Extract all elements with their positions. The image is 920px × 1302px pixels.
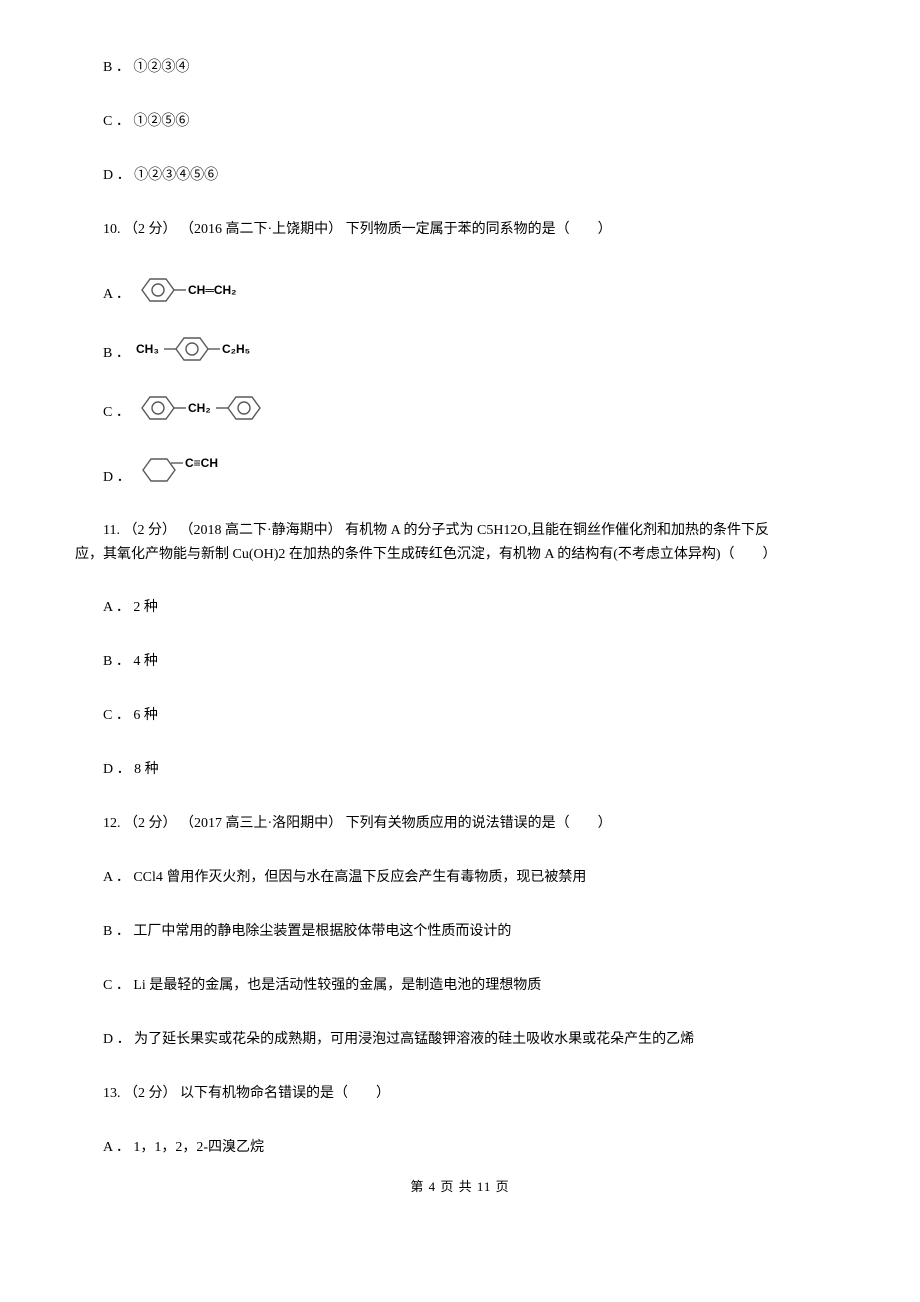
q10-option-a: A ． CH═CH₂ [103, 273, 845, 307]
q11-stem-line2: 应，其氧化产物能与新制 Cu(OH)2 在加热的条件下生成砖红色沉淀，有机物 A… [75, 541, 845, 569]
q13-option-a: A ． 1，1，2，2-四溴乙烷 [103, 1137, 845, 1158]
q11-option-b: B ． 4 种 [75, 651, 845, 672]
q11-stem-line1: 11. （2 分） （2018 高二下·静海期中） 有机物 A 的分子式为 C5… [75, 520, 845, 541]
q12-option-c: C ． Li 是最轻的金属，也是活动性较强的金属，是制造电池的理想物质 [75, 975, 845, 996]
q10-optB-label: B ． [103, 342, 130, 366]
q12-option-d: D ． 为了延长果实或花朵的成熟期，可用浸泡过高锰酸钾溶液的硅土吸收水果或花朵产… [75, 1029, 845, 1050]
benzene-structure-icon: CH₂ [136, 391, 306, 425]
formula-text: C₂H₅ [222, 342, 250, 356]
q10-optC-label: C ． [103, 401, 130, 425]
q9-option-c: C ． ①②⑤⑥ [75, 111, 845, 132]
q10-optA-label: A ． [103, 283, 130, 307]
q13-stem: 13. （2 分） 以下有机物命名错误的是（ ） [75, 1083, 845, 1104]
q11-option-a: A ． 2 种 [75, 597, 845, 618]
formula-text: CH₃ [136, 342, 159, 356]
benzene-structure-icon: CH═CH₂ [136, 273, 276, 307]
q10-option-c: C ． CH₂ [103, 391, 845, 425]
benzene-structure-icon: CH₃ C₂H₅ [136, 332, 306, 366]
q9-option-d: D ． ①②③④⑤⑥ [75, 165, 845, 186]
q10-option-d: D ． C≡CH [103, 450, 845, 490]
q10-stem: 10. （2 分） （2016 高二下·上饶期中） 下列物质一定属于苯的同系物的… [75, 219, 845, 240]
q11-option-c: C ． 6 种 [75, 705, 845, 726]
q10-option-b: B ． CH₃ C₂H₅ [103, 332, 845, 366]
benzene-structure-icon: C≡CH [137, 450, 267, 490]
q12-option-b: B ． 工厂中常用的静电除尘装置是根据胶体带电这个性质而设计的 [75, 921, 845, 942]
page-footer: 第 4 页 共 11 页 [75, 1176, 845, 1195]
formula-text: CH₂ [188, 401, 211, 415]
q10-optD-label: D ． [103, 466, 131, 490]
q12-option-a: A ． CCl4 曾用作灭火剂，但因与水在高温下反应会产生有毒物质，现已被禁用 [75, 867, 845, 888]
formula-text: C≡CH [185, 456, 218, 470]
formula-text: CH═CH₂ [188, 283, 237, 297]
q9-option-b: B ． ①②③④ [75, 57, 845, 78]
q12-stem: 12. （2 分） （2017 高三上·洛阳期中） 下列有关物质应用的说法错误的… [75, 813, 845, 834]
q11-option-d: D ． 8 种 [75, 759, 845, 780]
